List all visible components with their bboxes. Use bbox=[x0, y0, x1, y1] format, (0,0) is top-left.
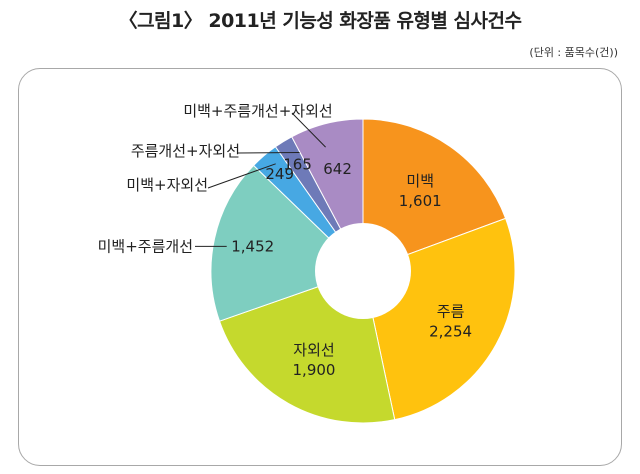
category-label-2: 주름 bbox=[437, 302, 465, 320]
value-label-2: 2,254 bbox=[429, 322, 472, 340]
leader-line-5 bbox=[207, 163, 276, 189]
chart-title: 〈그림1〉 2011년 기능성 화장품 유형별 심사건수 bbox=[118, 10, 522, 32]
unit-note: (단위 : 품목수(건)) bbox=[529, 46, 618, 59]
category-label-3: 자외선 bbox=[293, 341, 334, 359]
value-label-4: 1,452 bbox=[231, 237, 274, 255]
donut-hole bbox=[315, 223, 411, 319]
category-label-5: 미백+자외선 bbox=[126, 176, 208, 194]
category-label-7: 미백+주름개선+자외선 bbox=[183, 102, 332, 120]
slice-1 bbox=[362, 118, 507, 272]
category-label-6: 주름개선+자외선 bbox=[131, 142, 240, 160]
leader-lines-group bbox=[195, 112, 326, 247]
value-label-3: 1,900 bbox=[293, 361, 336, 379]
leader-line-6 bbox=[237, 152, 300, 154]
value-label-6: 165 bbox=[283, 156, 312, 174]
value-label-7: 642 bbox=[323, 160, 352, 178]
labels-group: 미백 1,601 주름 2,254 자외선 1,900 1,452 미백+주름개선 249 미백+… bbox=[98, 102, 472, 379]
category-label-4: 미백+주름개선 bbox=[98, 237, 193, 255]
leader-line-7 bbox=[291, 112, 326, 148]
category-label-1: 미백 bbox=[406, 172, 434, 190]
value-label-1: 1,601 bbox=[399, 192, 442, 210]
value-label-5: 249 bbox=[265, 165, 294, 183]
